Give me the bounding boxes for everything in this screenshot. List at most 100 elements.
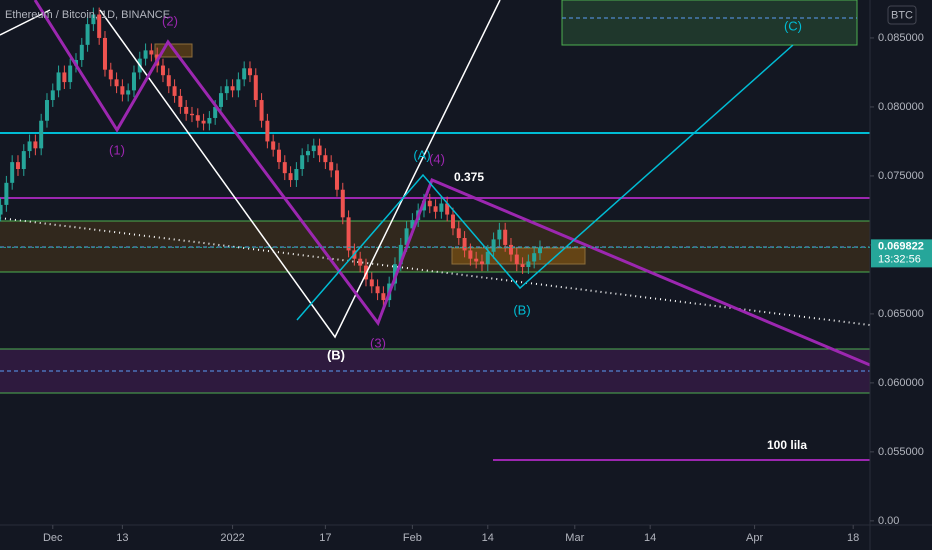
x-tick-label: 14 xyxy=(644,532,656,544)
candle-body xyxy=(514,254,519,265)
candle-body xyxy=(160,65,165,76)
wave-label: (1) xyxy=(109,142,125,157)
candle-body xyxy=(91,14,96,25)
candle-body xyxy=(491,239,496,252)
candle-body xyxy=(497,229,502,240)
currency: BTC xyxy=(891,9,913,21)
candle-body xyxy=(537,247,542,254)
candle-body xyxy=(0,204,3,215)
candle-body xyxy=(369,279,374,287)
wave-line xyxy=(99,0,501,339)
candle-body xyxy=(4,182,9,205)
candle-body xyxy=(479,261,484,265)
candle-body xyxy=(201,120,206,124)
candle-body xyxy=(323,155,328,163)
candle-body xyxy=(218,93,223,107)
wave-label: (C) xyxy=(784,18,802,33)
x-tick-label: 18 xyxy=(847,532,859,544)
x-tick-label: Feb xyxy=(403,532,422,544)
candle-body xyxy=(404,228,409,245)
candle-body xyxy=(39,120,44,149)
y-tick-label: 0.075000 xyxy=(878,170,924,182)
y-tick-label: 0.080000 xyxy=(878,101,924,113)
candle-body xyxy=(433,206,438,212)
candle-body xyxy=(300,155,305,170)
candle-body xyxy=(259,100,264,121)
candle-body xyxy=(253,75,258,101)
wave-label: (A) xyxy=(413,147,430,162)
candle-body xyxy=(247,68,252,76)
wave-label: (3) xyxy=(370,335,386,350)
candle-body xyxy=(143,50,148,59)
x-tick-label: 14 xyxy=(482,532,494,544)
candle-body xyxy=(213,106,218,118)
candle-body xyxy=(334,170,339,190)
candle-body xyxy=(532,253,537,262)
candle-body xyxy=(375,286,380,294)
x-tick-label: Dec xyxy=(43,532,63,544)
last-price-tag xyxy=(871,239,932,268)
last-price: 0.069822 xyxy=(878,240,924,252)
wave-line xyxy=(33,0,871,367)
candle-body xyxy=(305,151,310,156)
wave-label: (B) xyxy=(513,302,530,317)
candle-body xyxy=(508,244,513,255)
candle-body xyxy=(276,149,281,163)
candle-body xyxy=(44,100,49,121)
candle-body xyxy=(149,50,154,55)
candle-body xyxy=(33,141,38,149)
candle-body xyxy=(21,151,26,170)
currency-box[interactable] xyxy=(887,5,917,25)
candle-body xyxy=(10,162,15,183)
candle-body xyxy=(15,162,20,170)
wave-label: (2) xyxy=(162,13,178,28)
candle-body xyxy=(97,14,102,38)
candle-body xyxy=(468,250,473,259)
candle-body xyxy=(520,264,525,267)
drawings xyxy=(0,0,871,461)
candle-body xyxy=(265,120,270,142)
candle-body xyxy=(236,79,241,91)
x-tick-label: Mar xyxy=(565,532,584,544)
candle-body xyxy=(485,251,490,265)
candle-body xyxy=(27,141,32,152)
target-zone xyxy=(561,0,858,46)
candle-body xyxy=(50,90,55,101)
candle-body xyxy=(340,189,345,218)
candle-body xyxy=(329,162,334,171)
candle-body xyxy=(398,244,403,265)
x-tick-label: 2022 xyxy=(220,532,244,544)
candle-body xyxy=(439,203,444,212)
waves xyxy=(0,0,871,367)
candle-body xyxy=(56,72,61,91)
y-tick-label: 0.060000 xyxy=(878,377,924,389)
candle-body xyxy=(503,229,508,245)
y-tick-label: 0.055000 xyxy=(878,446,924,458)
candle-body xyxy=(79,44,84,61)
wave-label: (4) xyxy=(429,151,445,166)
countdown: 13:32:56 xyxy=(878,253,921,265)
candle-body xyxy=(311,145,316,152)
candle-body xyxy=(108,69,113,80)
candle-body xyxy=(346,217,351,251)
x-tick-label: Apr xyxy=(746,532,763,544)
candle-body xyxy=(445,203,450,215)
line-label: 100 lila xyxy=(767,438,807,452)
candle-body xyxy=(68,65,73,83)
trend-line xyxy=(0,217,871,326)
candle-body xyxy=(282,162,287,174)
x-tick-label: 17 xyxy=(319,532,331,544)
fib-label: 0.375 xyxy=(454,170,484,184)
x-tick-label: 13 xyxy=(116,532,128,544)
candle-body xyxy=(450,214,455,229)
candle-body xyxy=(195,115,200,121)
y-tick-label: 0.065000 xyxy=(878,308,924,320)
candle-body xyxy=(207,117,212,124)
candle-body xyxy=(189,113,194,116)
candle-body xyxy=(294,169,299,181)
candle-body xyxy=(126,90,131,95)
candle-body xyxy=(120,86,125,95)
candle-body xyxy=(114,79,119,87)
wave-label: (B) xyxy=(327,347,345,362)
